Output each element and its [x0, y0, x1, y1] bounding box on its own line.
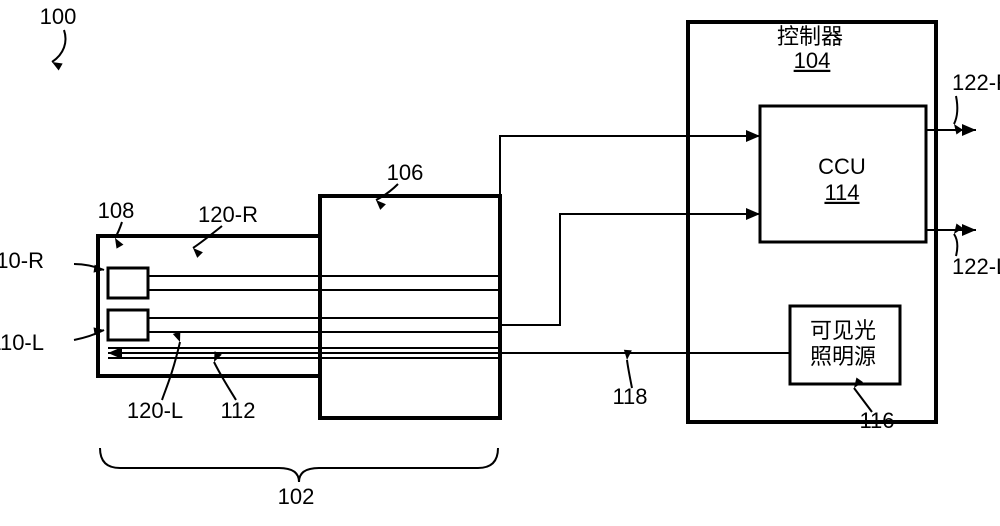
- sensor-r-box: [108, 268, 148, 298]
- label-112: 112: [220, 398, 255, 423]
- label-light-2: 照明源: [810, 344, 876, 369]
- label-ccu: CCU: [818, 154, 866, 179]
- label-108: 108: [98, 198, 135, 223]
- label-122-l: 122-L: [952, 254, 1000, 279]
- label-116: 116: [859, 408, 894, 433]
- patent-figure: 100 控制器104 CCU114 可见光照明源 106 108 120-R 110-R 110…: [0, 0, 1000, 526]
- label-110-l: 110-L: [0, 330, 44, 355]
- label-118: 118: [612, 384, 647, 409]
- endoscope-tube-box: [98, 236, 320, 376]
- label-110-r: 110-R: [0, 248, 44, 273]
- label-104: 104: [794, 48, 831, 73]
- label-100: 100: [40, 4, 77, 29]
- label-120-r: 120-R: [198, 202, 258, 227]
- leader-n122L: [954, 234, 957, 256]
- brace-102: [100, 448, 498, 482]
- label-106: 106: [387, 160, 424, 185]
- endoscope-rear-box: [320, 196, 500, 418]
- label-light-1: 可见光: [810, 318, 876, 343]
- leader-n122R: [954, 96, 957, 124]
- label-120-l: 120-L: [127, 398, 183, 423]
- leader-fig: [52, 30, 66, 62]
- sensor-l-box: [108, 310, 148, 340]
- label-controller: 控制器: [777, 24, 843, 49]
- label-102: 102: [278, 484, 315, 509]
- label-114: 114: [824, 180, 859, 205]
- label-122-r: 122-R: [952, 70, 1000, 95]
